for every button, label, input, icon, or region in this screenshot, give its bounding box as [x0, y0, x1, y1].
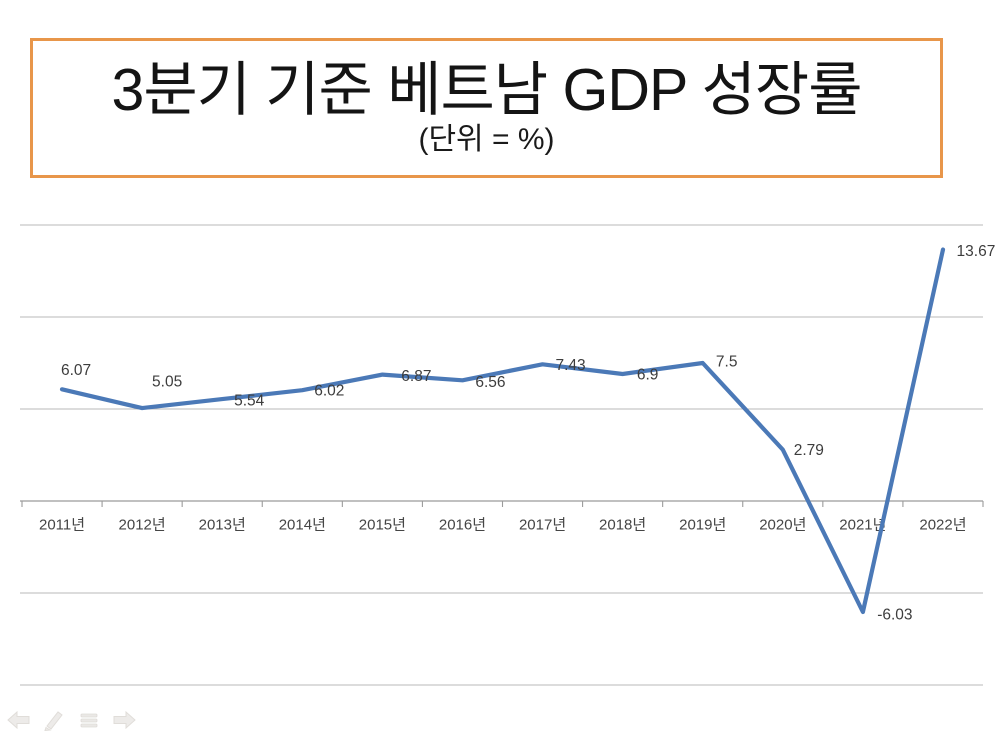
x-axis-label: 2022년 [919, 517, 966, 534]
pen-icon [44, 711, 63, 731]
slide-title: 3분기 기준 베트남 GDP 성장률 [111, 56, 863, 123]
x-axis-label: 2015년 [359, 517, 406, 534]
data-label: 6.02 [314, 383, 344, 400]
gdp-growth-line [59, 247, 946, 615]
slide-subtitle: (단위 = %) [418, 123, 555, 157]
data-label: 6.87 [401, 368, 431, 385]
data-label: 7.5 [716, 354, 738, 371]
back-arrow-icon [7, 710, 30, 730]
x-axis-label: 2019년 [679, 517, 726, 534]
x-axis-label: 2016년 [439, 517, 486, 534]
data-label: 6.07 [61, 362, 91, 379]
slideshow-controls [6, 708, 137, 732]
forward-arrow-icon [113, 710, 136, 730]
data-label: 5.54 [234, 393, 265, 410]
data-label: 7.43 [555, 357, 585, 374]
x-axis-label: 2021년 [839, 517, 886, 534]
slide-menu-button[interactable] [76, 708, 102, 732]
data-label: 2.79 [794, 442, 824, 459]
x-axis-label: 2012년 [119, 517, 166, 534]
next-slide-button[interactable] [111, 708, 137, 732]
slide-menu-icon [80, 713, 98, 728]
pen-tool-button[interactable] [41, 708, 67, 732]
data-label: 5.05 [152, 374, 182, 391]
x-axis-label: 2014년 [279, 517, 326, 534]
x-axis-label: 2017년 [519, 517, 566, 534]
data-label: -6.03 [877, 606, 912, 623]
x-axis-label: 2020년 [759, 517, 806, 534]
x-axis-label: 2011년 [39, 517, 85, 534]
x-axis-label: 2013년 [199, 517, 246, 534]
data-label: 6.9 [637, 367, 659, 384]
title-box: 3분기 기준 베트남 GDP 성장률 (단위 = %) [30, 38, 943, 178]
data-label: 13.67 [957, 243, 996, 260]
x-axis-label: 2018년 [599, 517, 646, 534]
previous-slide-button[interactable] [6, 708, 32, 732]
data-label: 6.56 [475, 374, 505, 391]
